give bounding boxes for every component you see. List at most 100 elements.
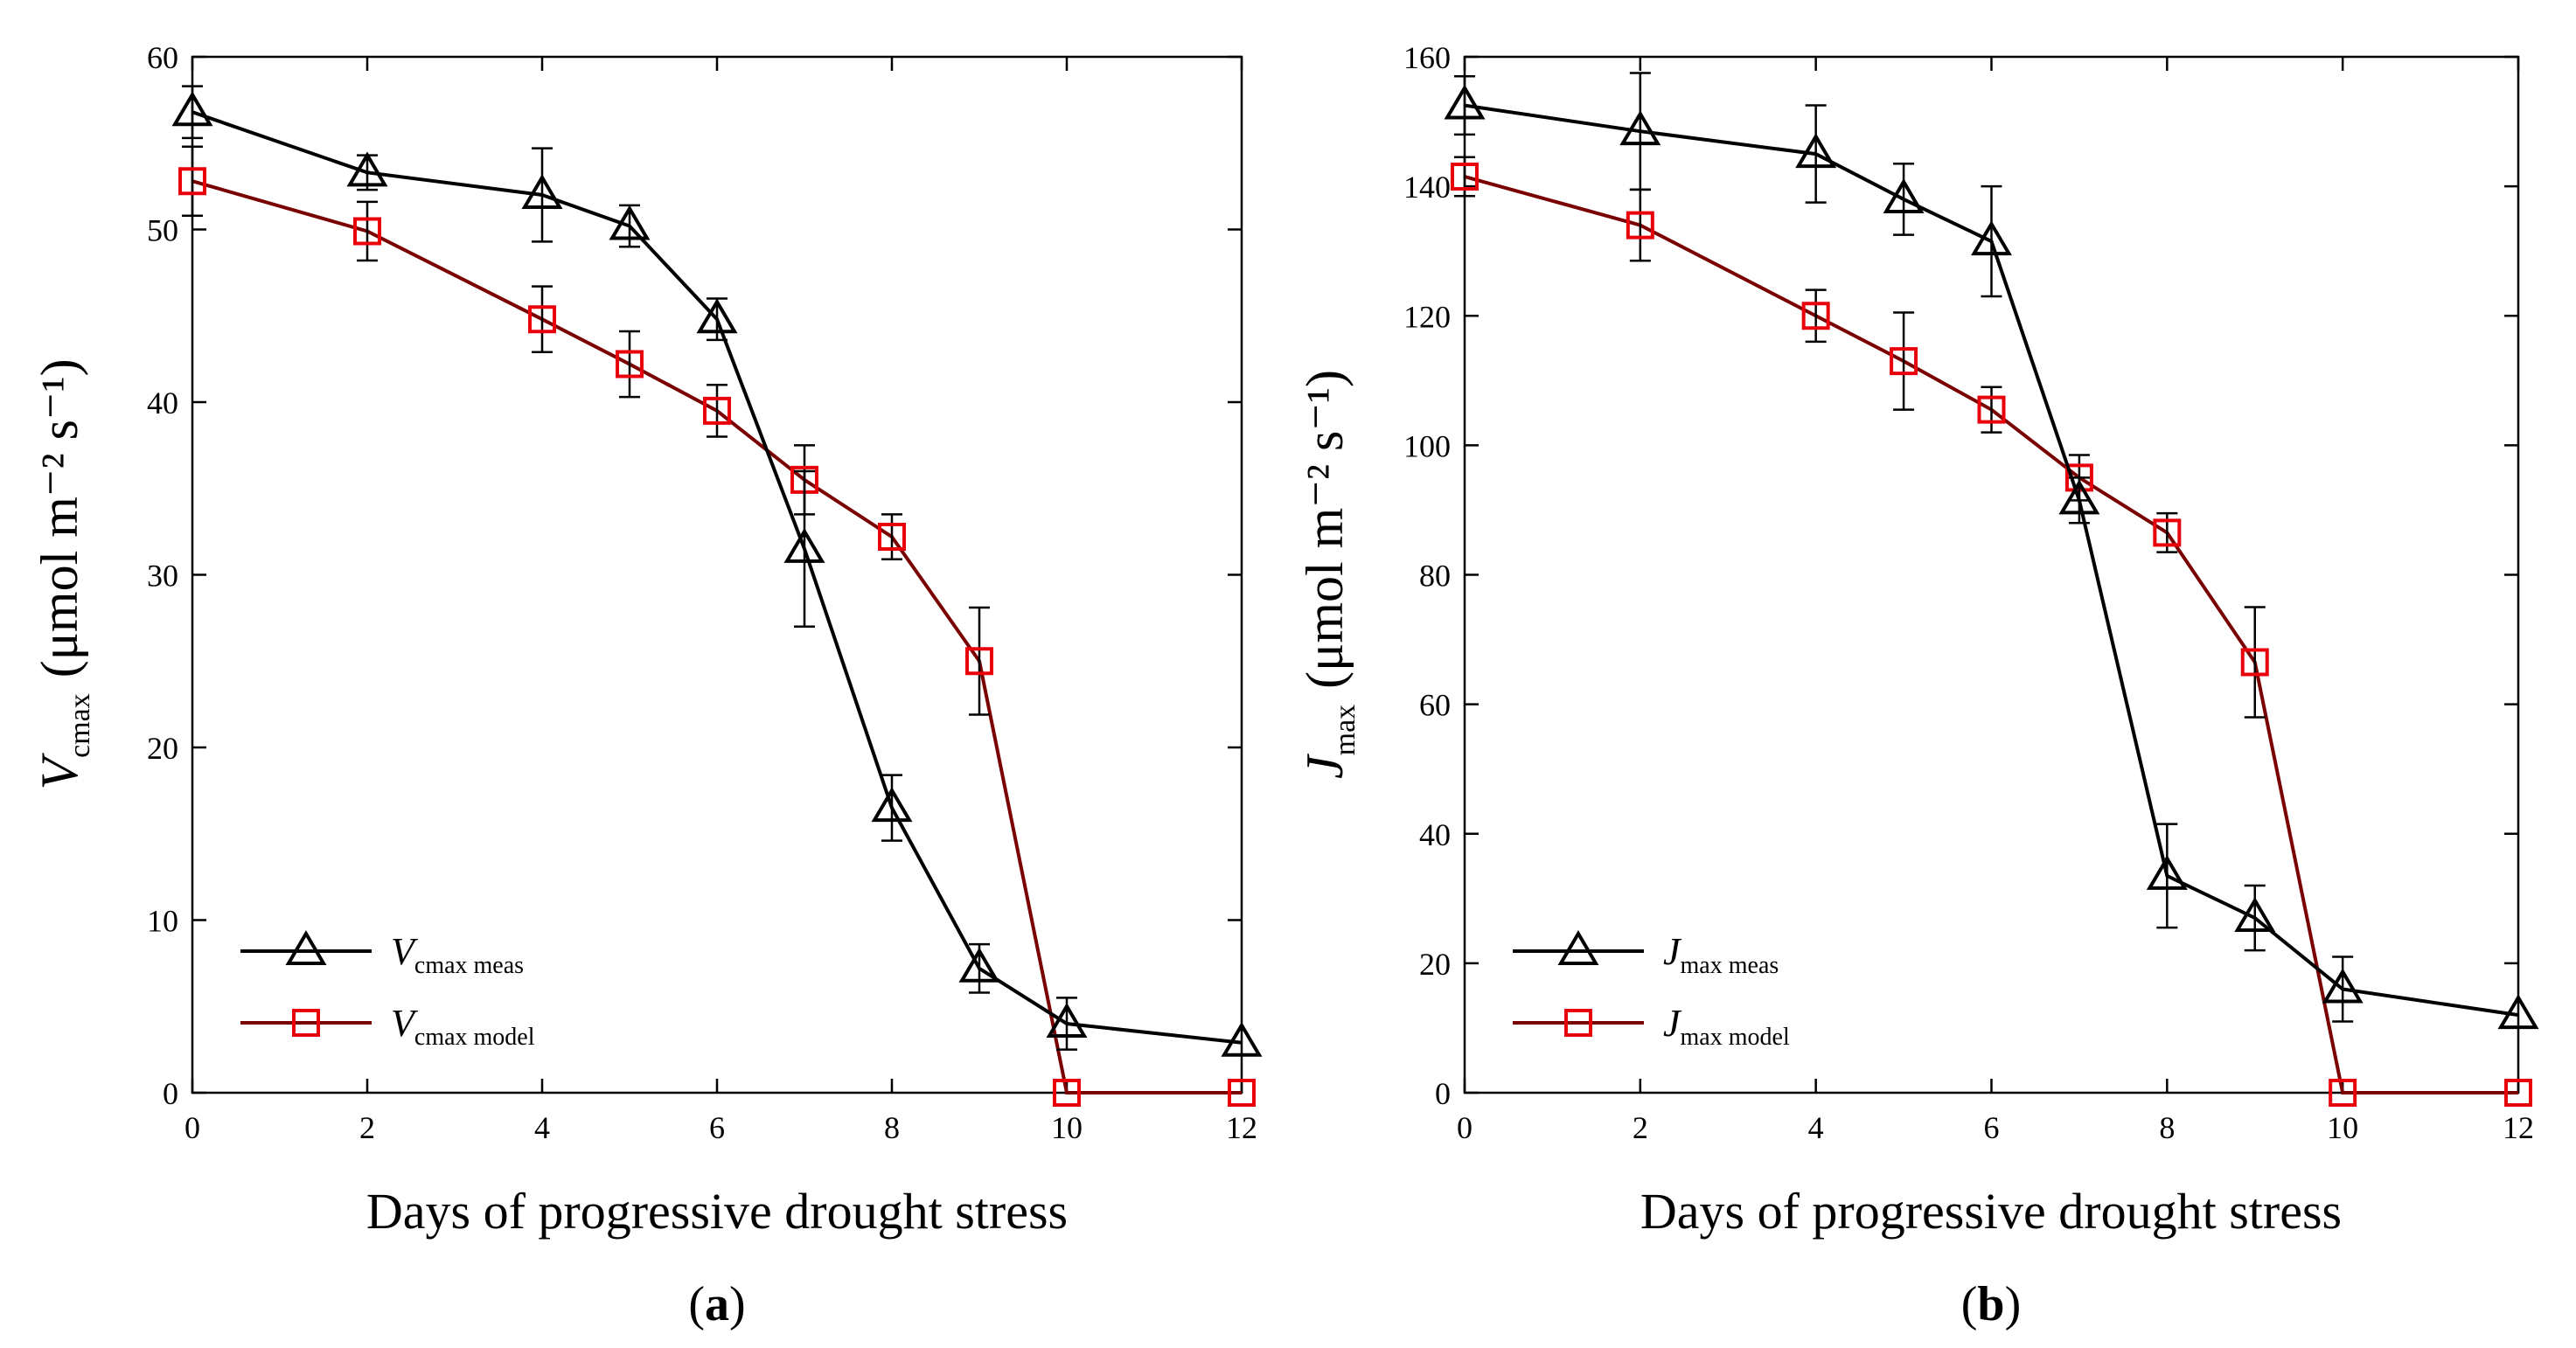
data-point-model-a: [528, 305, 556, 334]
x-axis-label-a: Days of progressive drought stress: [366, 1183, 1068, 1240]
legend-label-meas-b: Jmax meas: [1663, 930, 1779, 979]
data-point-meas-b: [2146, 854, 2188, 890]
data-point-meas-a: [783, 527, 825, 563]
x-tick-label-b: 12: [2503, 1110, 2534, 1145]
legend-label-model-b: Jmax model: [1663, 1002, 1790, 1051]
error-bar-model-b: [1629, 188, 1651, 262]
x-tick-label-b: 6: [1984, 1110, 2000, 1145]
legend-label-model-a: Vcmax model: [391, 1002, 535, 1051]
panel-letter-a: a: [705, 1277, 729, 1331]
error-bar-model-a: [182, 145, 203, 217]
error-bar-model-a: [357, 200, 378, 262]
data-point-model-b: [2329, 1079, 2357, 1107]
data-point-meas-b: [2234, 897, 2276, 933]
data-point-meas-b: [1619, 110, 1661, 146]
data-point-meas-b: [2058, 479, 2100, 515]
y-axis-units-a: (μmol m⁻² s⁻¹): [31, 358, 88, 677]
x-tick-label-b: 10: [2327, 1110, 2358, 1145]
y-axis-symbol-a: V: [31, 753, 88, 790]
panel-letter-b: b: [1977, 1277, 2004, 1331]
x-tick-label-a: 6: [709, 1110, 725, 1145]
data-point-model-b: [1451, 163, 1479, 191]
error-bar-model-b: [2244, 606, 2266, 719]
error-bar-model-a: [532, 285, 553, 353]
data-point-model-a: [1053, 1079, 1081, 1107]
data-point-model-b: [2153, 518, 2182, 547]
error-bar-meas-b: [2332, 955, 2354, 1023]
data-point-meas-a: [871, 787, 913, 823]
x-tick-label-a: 2: [359, 1110, 375, 1145]
y-tick-label-a: 20: [147, 731, 178, 766]
y-axis-label-b: Jmax (μmol m⁻² s⁻¹): [1296, 370, 1361, 779]
y-tick-label-b: 160: [1403, 40, 1451, 75]
y-tick-label-a: 0: [163, 1076, 178, 1111]
y-axis-subscript-b: max: [1329, 705, 1361, 756]
x-axis-label-b: Days of progressive drought stress: [1640, 1183, 2342, 1240]
data-point-model-a: [790, 465, 818, 494]
y-tick-label-b: 40: [1419, 817, 1451, 852]
data-point-meas-a: [521, 174, 563, 209]
legend-symbol-model-a: V: [391, 1002, 419, 1045]
y-tick-label-b: 140: [1403, 170, 1451, 205]
error-bar-model-b: [1805, 288, 1827, 344]
panel-label-b: (b): [1961, 1277, 2021, 1331]
error-bar-model-b: [1893, 311, 1915, 411]
data-point-meas-b: [1971, 220, 2012, 256]
data-point-meas-a: [346, 151, 388, 187]
data-point-meas-a: [1046, 1003, 1088, 1038]
legend-subscript-model-b: max model: [1681, 1024, 1790, 1051]
legend-item-model-b: Jmax model: [1513, 1002, 1790, 1051]
x-tick-label-b: 8: [2159, 1110, 2175, 1145]
data-point-meas-a: [958, 947, 1000, 983]
series-group-b: [1444, 72, 2539, 1107]
series-line-model-a: [191, 179, 1242, 1094]
data-point-meas-b: [1883, 177, 1925, 213]
legend-symbol-model-b: J: [1663, 1002, 1682, 1045]
series-meas-b: [1444, 72, 2539, 1030]
error-bar-meas-a: [532, 147, 553, 243]
y-axis-symbol-b: J: [1296, 754, 1354, 779]
error-bar-meas-b: [1629, 72, 1651, 191]
y-axis-subscript-a: cmax: [64, 693, 96, 758]
series-line-meas-b: [1464, 103, 2519, 1018]
panel-label-a: (a): [688, 1277, 745, 1331]
y-tick-label-b: 80: [1419, 559, 1451, 594]
data-point-model-b: [1801, 302, 1830, 330]
axes-frame-a: [191, 55, 1243, 1094]
y-tick-label-a: 50: [147, 213, 178, 248]
error-bar-meas-b: [2156, 823, 2178, 929]
y-tick-label-a: 10: [147, 904, 178, 939]
data-point-model-a: [965, 647, 993, 676]
error-bar-model-a: [881, 513, 902, 560]
y-tick-label-b: 120: [1403, 299, 1451, 334]
legend-marker-model-a: [292, 1009, 320, 1037]
data-point-model-b: [2240, 648, 2269, 677]
y-tick-label-b: 0: [1435, 1076, 1451, 1111]
series-meas-a: [171, 85, 1263, 1057]
series-model-b: [1451, 156, 2532, 1107]
y-tick-label-a: 30: [147, 559, 178, 594]
data-point-model-a: [353, 217, 381, 246]
data-point-meas-a: [171, 91, 213, 127]
y-axis-label-a: Vcmax (μmol m⁻² s⁻¹): [31, 358, 96, 789]
data-point-model-a: [1228, 1079, 1256, 1107]
axis-ticks-a: 0 2 4 6 8 10 12 0 10 20 30 40 50 60: [147, 40, 1257, 1145]
error-bar-meas-b: [2244, 884, 2266, 952]
x-tick-label-a: 8: [884, 1110, 900, 1145]
series-model-a: [178, 145, 1256, 1107]
data-point-model-a: [616, 350, 644, 379]
error-bar-model-a: [707, 384, 728, 438]
x-tick-label-b: 0: [1457, 1110, 1472, 1145]
x-tick-label-b: 4: [1808, 1110, 1824, 1145]
x-tick-label-a: 0: [184, 1110, 200, 1145]
data-point-model-a: [703, 396, 731, 425]
series-line-meas-a: [191, 110, 1243, 1045]
legend-subscript-meas-b: max meas: [1681, 952, 1779, 979]
error-bar-meas-b: [1981, 184, 2002, 298]
data-point-meas-b: [2322, 968, 2364, 1004]
x-tick-label-a: 10: [1051, 1110, 1083, 1145]
data-point-model-a: [178, 167, 206, 196]
data-point-meas-a: [696, 298, 738, 334]
